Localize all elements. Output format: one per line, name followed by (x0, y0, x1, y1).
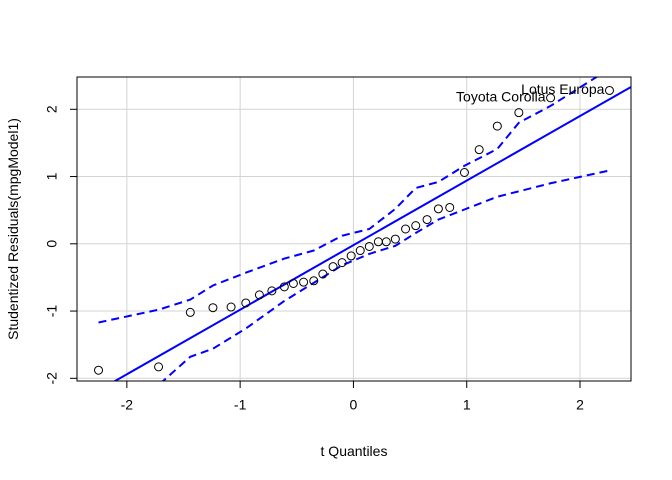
point (328, 262, 338, 272)
envelope-lower (161, 169, 610, 381)
point (355, 246, 365, 256)
point (445, 202, 455, 212)
point (226, 302, 236, 312)
x-tick-label: 0 (350, 397, 358, 413)
point (422, 215, 432, 225)
point (433, 204, 443, 214)
x-axis-label: t Quantiles (321, 443, 388, 459)
point (346, 251, 356, 261)
y-tick-label: -1 (44, 305, 60, 318)
y-tick-label: 0 (44, 240, 60, 248)
x-tick-label: -2 (121, 397, 134, 413)
point (94, 365, 104, 375)
y-axis-label: Studentized Residuals(mpgModel1) (5, 118, 21, 340)
plot-area (98, 77, 631, 381)
x-tick-label: -1 (234, 397, 247, 413)
point (474, 145, 484, 155)
y-tick-label: 2 (44, 105, 60, 113)
y-tick-label: 1 (44, 172, 60, 180)
reference-line (113, 86, 631, 381)
point (492, 121, 502, 131)
point (604, 85, 614, 95)
envelope-upper (98, 77, 599, 324)
point (390, 234, 400, 244)
x-tick-label: 1 (463, 397, 471, 413)
point (381, 237, 391, 247)
point (254, 290, 264, 300)
point (299, 277, 309, 287)
point (288, 278, 298, 288)
point (267, 286, 277, 296)
plot-frame (76, 76, 632, 382)
point (337, 258, 347, 268)
point (309, 276, 319, 286)
point (411, 221, 421, 231)
point (364, 241, 374, 251)
point (154, 362, 164, 372)
point (514, 108, 524, 118)
point (373, 237, 383, 247)
point (318, 269, 328, 279)
point (208, 303, 218, 313)
point (459, 168, 469, 178)
point (401, 224, 411, 234)
y-tick-label: -2 (44, 372, 60, 385)
point (241, 298, 251, 308)
point-label: Toyota Corolla (456, 89, 546, 105)
point (279, 282, 289, 292)
x-tick-label: 2 (576, 397, 584, 413)
point (185, 307, 195, 317)
point-label: Lotus Europa (521, 81, 604, 97)
point (546, 93, 556, 103)
